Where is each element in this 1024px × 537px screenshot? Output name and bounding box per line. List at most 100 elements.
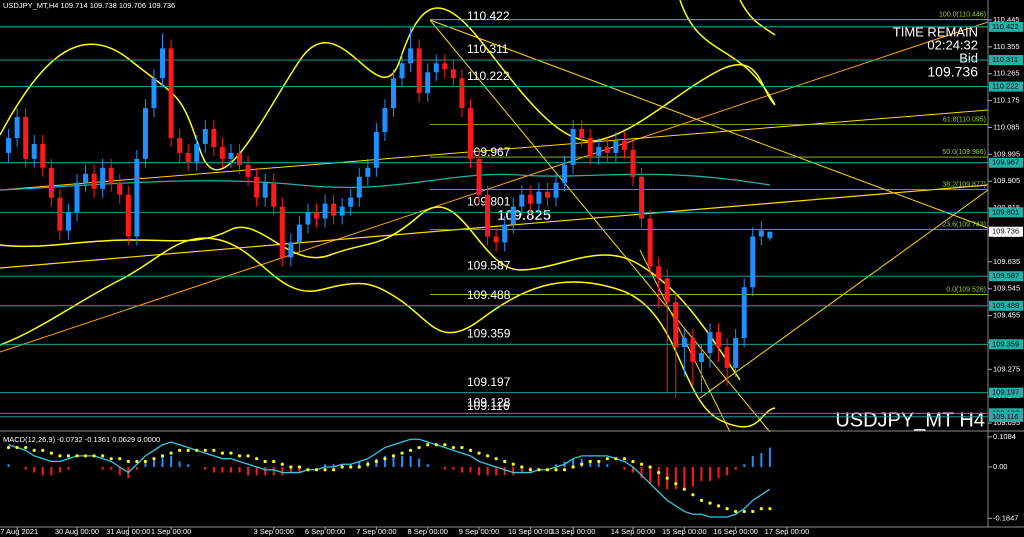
candle-body [485,194,491,237]
histogram-bar [272,467,275,476]
x-tick-label: 31 Aug 00:00 [106,527,150,536]
bollinger-upper [739,0,776,36]
histogram-bar [623,467,626,470]
signal-dot [742,509,746,514]
candle-body [390,78,396,109]
signal-dot [605,457,609,461]
signal-dot [614,457,618,461]
signal-dot [682,487,686,491]
candle-body [65,212,71,231]
histogram-bar [281,467,284,476]
histogram-bar [187,464,190,467]
signal-dot [477,451,481,455]
signal-dot [597,459,601,464]
candle-body [271,182,277,207]
x-tick-label: 13 Sep 00:00 [551,527,596,536]
signal-dot [759,507,763,511]
histogram-bar [24,467,27,470]
level-label: 110.222 [467,69,510,83]
candle-body [630,149,636,177]
histogram-bar [657,467,660,487]
level-tag [989,411,1023,422]
histogram-bar [298,467,301,473]
signal-dot [246,454,250,458]
candle-body [639,176,645,219]
histogram-bar [734,467,737,470]
signal-dot [631,459,635,464]
histogram-bar [178,461,181,467]
candle-body [707,332,713,353]
signal-dot [545,468,550,472]
level-label: 109.359 [467,326,511,340]
level-label: 110.311 [467,42,509,56]
y-tick-label: 109.545 [993,284,1020,293]
candle-body [14,117,20,138]
candle-body [664,278,670,303]
y-tick-label: 110.355 [993,42,1020,51]
x-tick-label: 6 Sep 00:00 [305,527,345,536]
signal-dot [434,443,438,447]
histogram-bar [247,467,250,476]
histogram-bar [768,447,771,467]
signal-dot [537,468,541,472]
trend-line [0,184,989,269]
signal-dot [186,448,190,452]
histogram-bar [589,461,592,467]
candle-body [733,338,739,368]
signal-dot [6,445,11,450]
y-tick-label: -0.1847 [993,513,1018,522]
signal-dot [571,465,575,469]
bid-tag [989,226,1023,237]
candle-body [237,152,243,165]
signal-dot [366,462,370,466]
signal-dot [426,443,430,447]
candle-body [177,137,183,153]
level-tag-label: 109.359 [992,339,1019,348]
candle-body [433,63,439,73]
y-tick-label: 109.455 [993,311,1020,320]
y-tick-label: 110.445 [993,15,1020,24]
histogram-bar [572,458,575,467]
level-tag [989,300,1023,311]
fib-label: 50.0(109.986) [942,149,986,156]
histogram-bar [726,467,729,476]
candle-body [373,131,379,168]
histogram-bar [606,464,609,467]
histogram-bar [426,464,429,467]
candle-body [716,332,722,347]
histogram-bar [632,467,635,473]
signal-dot [323,468,327,472]
candle-body [502,224,508,243]
candle-body [681,338,687,347]
watermark: USDJPY_MT H4 [835,409,985,431]
candle-body [613,140,619,153]
candle-body [450,69,456,79]
trend-line [429,19,989,229]
candle-body [553,182,559,198]
signal-dot [169,451,173,455]
signal-dot [272,459,276,464]
fib-label: 100.0(110.446) [939,12,986,19]
candle-body [587,137,593,156]
signal-dot [374,459,378,464]
candle-body [74,182,80,213]
candle-body [211,129,217,147]
histogram-bar [751,455,754,467]
y-tick-label: 109.905 [993,176,1020,185]
level-label: 109.967 [467,145,511,159]
chart-header: USDJPY_MT,H4 109.714 109.738 109.706 109… [3,1,175,10]
signal-dot [622,457,627,461]
signal-dot [588,459,592,464]
signal-dot [485,454,490,458]
signal-dot [443,443,447,447]
trend-line [699,189,989,399]
level-label: 109.116 [467,399,510,413]
histogram-bar [418,458,421,467]
signal-dot [349,465,353,469]
timer-label: TIME REMAIN [893,24,978,39]
candle-body [399,63,405,79]
signal-dot [280,462,284,466]
histogram-bar [161,455,164,467]
signal-dot [263,459,267,464]
y-tick-label: 0.1084 [993,432,1016,441]
